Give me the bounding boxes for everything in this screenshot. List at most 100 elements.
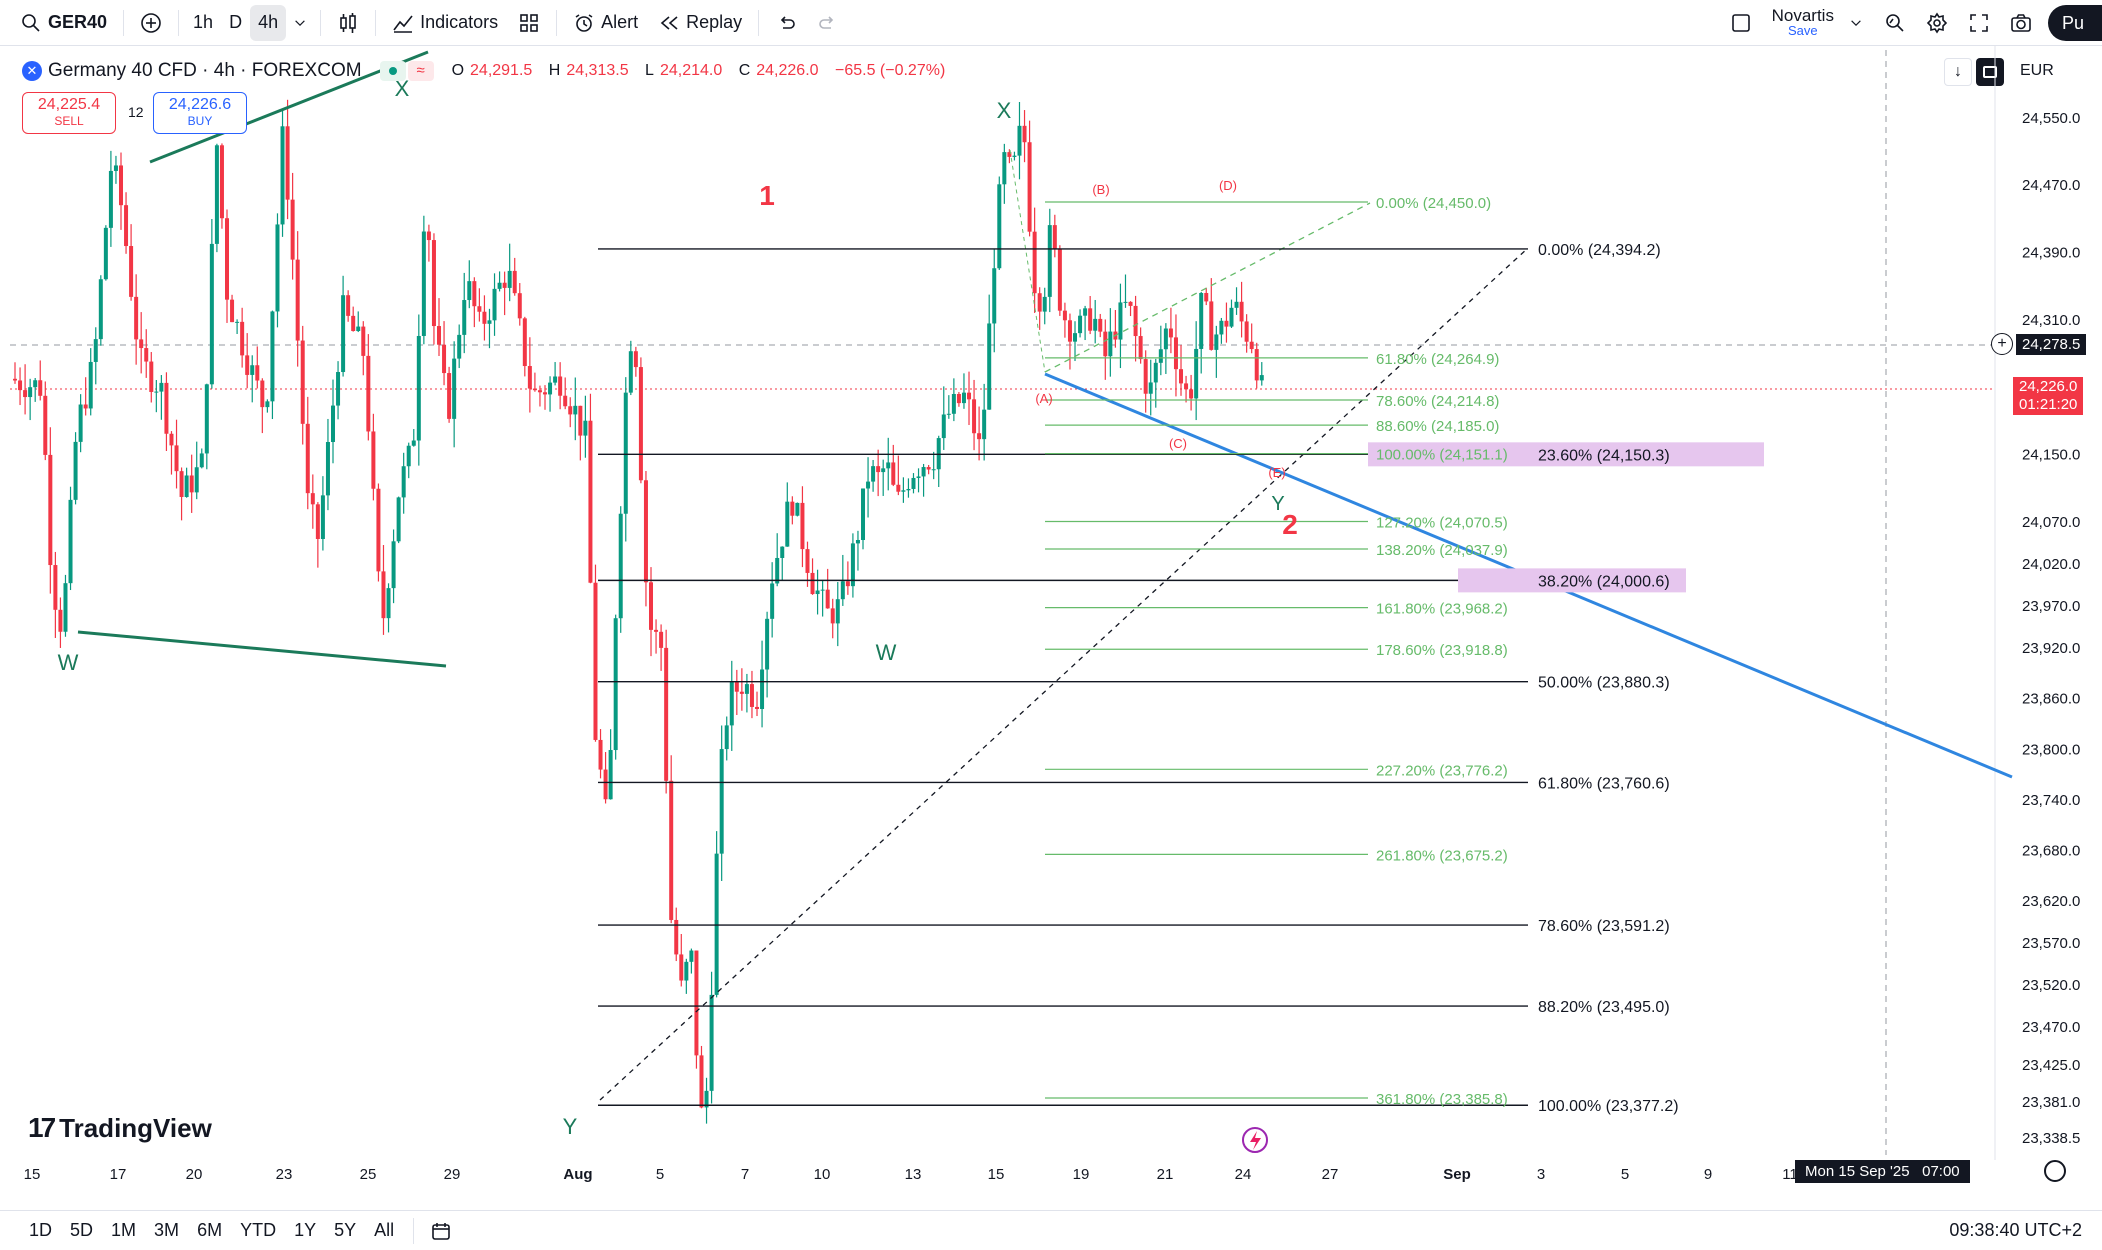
currency-selector[interactable]: EUR bbox=[2020, 62, 2054, 79]
sell-button[interactable]: 24,225.4 SELL bbox=[22, 92, 116, 134]
candle-body bbox=[921, 467, 926, 477]
clock[interactable]: 09:38:40 UTC+2 bbox=[1949, 1220, 2082, 1240]
candle-body bbox=[280, 126, 285, 225]
scroll-down-button[interactable]: ↓ bbox=[1944, 58, 1972, 86]
candle-body bbox=[1254, 349, 1259, 381]
high-value: 24,313.5 bbox=[566, 62, 629, 79]
range-1y[interactable]: 1Y bbox=[294, 1220, 317, 1240]
range-1d[interactable]: 1D bbox=[29, 1220, 53, 1240]
top-toolbar: GER40 1h D 4h Indicators Alert Replay No bbox=[0, 0, 2102, 46]
price-tick-7: 23,970.0 bbox=[2022, 598, 2080, 615]
indicators-button[interactable]: Indicators bbox=[382, 5, 508, 41]
candle-body bbox=[1249, 341, 1254, 350]
candle-body bbox=[1083, 308, 1088, 316]
candle-body bbox=[28, 387, 33, 398]
compare-button[interactable] bbox=[130, 5, 172, 41]
snapshot-button[interactable] bbox=[2000, 5, 2042, 41]
candle-body bbox=[63, 583, 68, 632]
timeframe-4h[interactable]: 4h bbox=[250, 4, 287, 41]
candle-body bbox=[169, 433, 174, 446]
chart-type-button[interactable] bbox=[327, 5, 369, 41]
candle-body bbox=[1042, 296, 1047, 312]
candle-body bbox=[563, 395, 568, 407]
crosshair-price-plus-icon[interactable]: + bbox=[1991, 333, 2013, 355]
timeframe-dropdown[interactable] bbox=[286, 5, 314, 41]
quick-search-button[interactable] bbox=[1874, 5, 1916, 41]
candle-body bbox=[103, 227, 108, 280]
replay-button[interactable]: Replay bbox=[648, 5, 752, 41]
buy-button[interactable]: 24,226.6 BUY bbox=[153, 92, 247, 134]
range-5y[interactable]: 5Y bbox=[334, 1220, 357, 1240]
candle-body bbox=[982, 409, 987, 440]
goto-date-button[interactable] bbox=[420, 1213, 462, 1249]
candle-body bbox=[270, 311, 275, 402]
time-tick-3: 23 bbox=[276, 1166, 293, 1183]
layout-button[interactable]: Novartis Save bbox=[1720, 5, 1874, 41]
open-value: 24,291.5 bbox=[470, 62, 533, 79]
candle-body bbox=[709, 994, 714, 1091]
replay-label: Replay bbox=[686, 12, 743, 32]
price-tick-2: 24,390.0 bbox=[2022, 245, 2080, 262]
range-5d[interactable]: 5D bbox=[70, 1220, 94, 1240]
candle-body bbox=[108, 170, 113, 228]
candle-body bbox=[396, 497, 401, 542]
time-axis[interactable]: 15 17 20 23 25 29 Aug 5 7 10 13 15 19 21 24 27 Sep 3 5 9 11 bbox=[24, 1166, 1798, 1183]
auto-scale-button[interactable] bbox=[1976, 58, 2004, 86]
settings-gear-icon[interactable] bbox=[2044, 1160, 2066, 1182]
range-1m[interactable]: 1M bbox=[111, 1220, 137, 1240]
fib-extension[interactable]: 0.00% (24,450.0) 61.80% (24,264.9) 78.60% … bbox=[1045, 195, 1508, 1108]
candle-body bbox=[154, 391, 159, 393]
replay-icon bbox=[660, 15, 678, 30]
candle-body bbox=[502, 282, 507, 288]
candle-body bbox=[113, 165, 118, 171]
candle-body bbox=[961, 392, 966, 404]
fib-ext-label-4: 100.00% (24,151.1) bbox=[1376, 447, 1508, 464]
fib-retracement[interactable]: 0.00% (24,394.2) 23.60% (24,150.3) 38.20% … bbox=[598, 242, 1764, 1115]
tradingview-logo[interactable]: 17 TradingView bbox=[28, 1112, 212, 1144]
time-tick-17: 3 bbox=[1537, 1166, 1545, 1183]
range-all[interactable]: All bbox=[374, 1220, 395, 1240]
candle-body bbox=[144, 348, 149, 362]
timeframe-d[interactable]: D bbox=[229, 12, 243, 32]
time-tick-12: 19 bbox=[1073, 1166, 1090, 1183]
fib-ret-label-3: 50.00% (23,880.3) bbox=[1538, 675, 1670, 692]
settings-button[interactable] bbox=[1916, 5, 1958, 41]
timeframe-1h[interactable]: 1h bbox=[193, 12, 214, 32]
time-tick-9: 10 bbox=[814, 1166, 831, 1183]
chart-title[interactable]: Germany 40 CFD · 4h · FOREXCOM bbox=[48, 60, 362, 81]
publish-button[interactable]: Pu bbox=[2047, 4, 2102, 41]
templates-button[interactable] bbox=[508, 5, 550, 41]
candle-body bbox=[255, 365, 260, 381]
undo-button[interactable] bbox=[765, 5, 807, 41]
candle-body bbox=[174, 445, 179, 472]
price-axis[interactable]: 24,550.0 24,470.0 24,390.0 24,310.0 24,150.0… bbox=[2022, 110, 2080, 1147]
event-marker-icon[interactable] bbox=[1242, 1127, 1268, 1153]
candle-body bbox=[129, 246, 134, 297]
alert-button[interactable]: Alert bbox=[563, 5, 648, 41]
fullscreen-button[interactable] bbox=[1958, 5, 2000, 41]
candle-body bbox=[1224, 320, 1229, 327]
symbol-search[interactable]: GER40 bbox=[0, 5, 117, 41]
chart-canvas[interactable]: 0.00% (24,394.2) 23.60% (24,150.3) 38.20% … bbox=[0, 46, 2102, 1210]
candle-body bbox=[1118, 302, 1123, 340]
price-tick-3: 24,310.0 bbox=[2022, 312, 2080, 329]
wave-label-1: X bbox=[395, 76, 410, 101]
candle-body bbox=[391, 541, 396, 589]
bottom-toolbar: 1D 5D 1M 3M 6M YTD 1Y 5Y All 09:38:40 UTC+2 bbox=[0, 1210, 2102, 1250]
candle-body bbox=[285, 126, 290, 200]
wave-label-9: (B) bbox=[1092, 182, 1109, 197]
range-ytd[interactable]: YTD bbox=[240, 1220, 277, 1240]
candle-body bbox=[1153, 362, 1158, 383]
drawings bbox=[77, 50, 2013, 1101]
low-label: L bbox=[645, 62, 654, 79]
price-tick-18: 23,381.0 bbox=[2022, 1094, 2080, 1111]
candle-body bbox=[275, 224, 280, 312]
candle-body bbox=[225, 218, 230, 300]
candle-body bbox=[265, 401, 270, 408]
range-3m[interactable]: 3M bbox=[154, 1220, 180, 1240]
time-tick-13: 21 bbox=[1157, 1166, 1174, 1183]
status-dot-icon bbox=[379, 61, 406, 81]
redo-button[interactable] bbox=[807, 5, 849, 41]
candle-body bbox=[825, 589, 830, 609]
range-6m[interactable]: 6M bbox=[197, 1220, 223, 1240]
